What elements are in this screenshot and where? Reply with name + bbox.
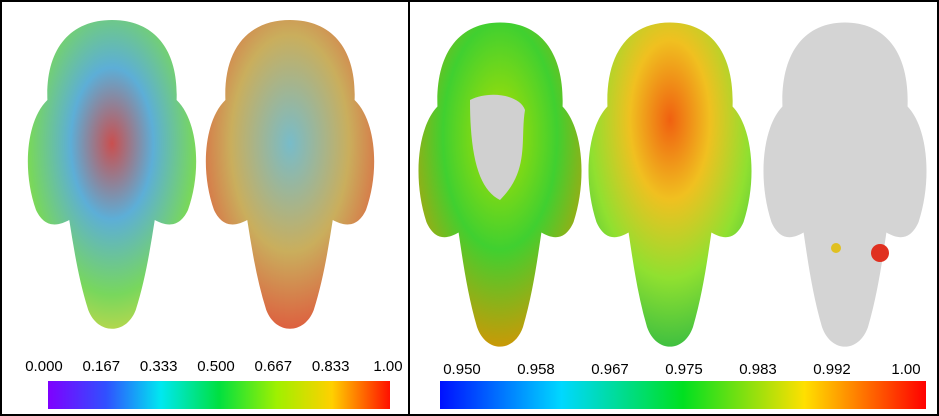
colorbar-tick-label: 0.983 [739,361,777,378]
colorbar-tick-label: 0.500 [197,358,235,375]
surface-skulls [418,22,927,347]
colorbar-tick-label: 0.992 [813,361,851,378]
colorbar [440,381,926,409]
colorbar-tick-label: 0.958 [517,361,555,378]
colorbar-tick-label: 0.167 [83,358,121,375]
colorbar-tick-label: 0.950 [443,361,481,378]
colorbar-tick-label: 0.000 [25,358,63,375]
colorbar [48,381,390,409]
colorbar-tick-label: 1.00 [891,361,920,378]
colorbar-tick-label: 1.00 [373,358,402,375]
colorbar-tick-label: 0.967 [591,361,629,378]
colorbar-tick-label: 0.333 [140,358,178,375]
colorbar-tick-label: 0.833 [312,358,350,375]
colorbar-tick-label: 0.667 [255,358,293,375]
colorbar-tick-label: 0.975 [665,361,703,378]
